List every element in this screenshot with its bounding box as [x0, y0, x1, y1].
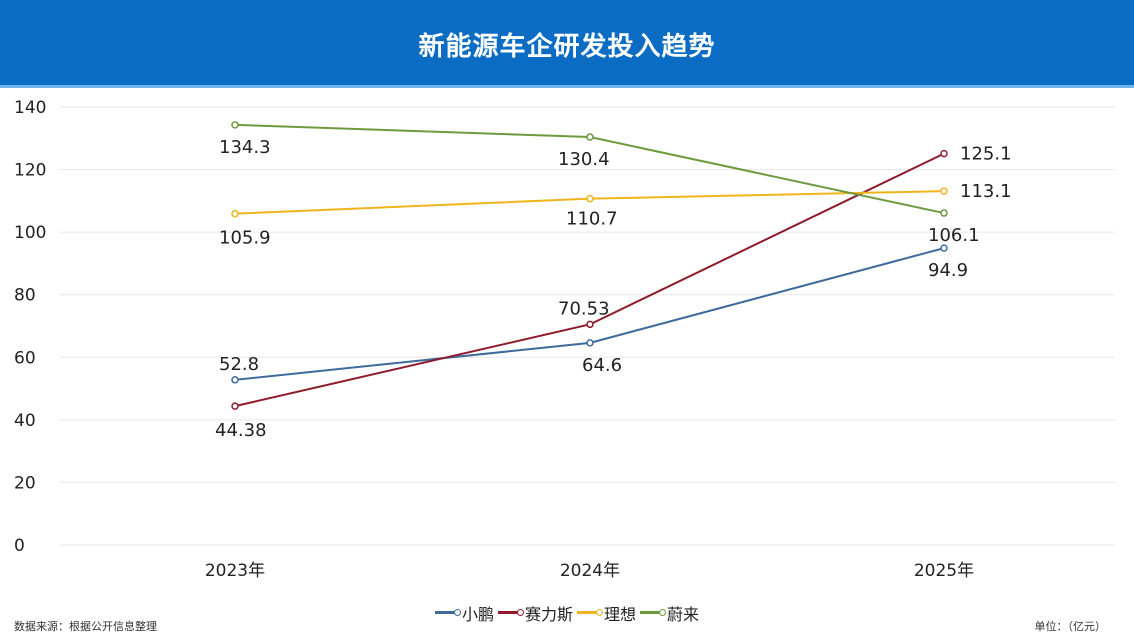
y-tick-label: 140 [14, 98, 46, 118]
legend: 小鹏 赛力斯 理想 蔚来 [0, 599, 1134, 625]
y-tick-label: 0 [14, 536, 25, 556]
legend-marker [434, 609, 461, 616]
data-point [231, 376, 239, 384]
data-point [231, 402, 239, 410]
legend-label: 理想 [604, 604, 637, 624]
y-tick-label: 60 [14, 348, 36, 368]
data-source: 数据来源：根据公开信息整理 [14, 620, 157, 633]
data-label: 125.1 [960, 144, 1012, 165]
data-point [231, 209, 239, 218]
legend-label: 小鹏 [461, 604, 494, 624]
data-label: 44.38 [215, 420, 267, 441]
data-point [940, 187, 948, 195]
y-tick-label: 80 [14, 286, 36, 306]
title-bar: 新能源车企研发投入趋势 [0, 0, 1134, 88]
data-label: 64.6 [582, 355, 622, 376]
data-label: 70.53 [558, 298, 610, 319]
data-point [940, 244, 948, 252]
x-tick-label: 2024年 [560, 561, 620, 581]
data-label: 134.3 [219, 137, 271, 158]
x-tick-label: 2025年 [914, 561, 974, 581]
data-point [940, 149, 948, 158]
data-label: 113.1 [960, 181, 1012, 202]
data-point [940, 209, 948, 217]
data-point [586, 194, 594, 203]
y-tick-label: 20 [14, 473, 36, 493]
unit-label: 单位：（亿元） [1034, 620, 1107, 633]
data-label: 105.9 [219, 228, 271, 249]
legend-marker [497, 609, 524, 616]
legend-label: 赛力斯 [524, 604, 573, 624]
legend-label: 蔚来 [667, 604, 700, 624]
y-tick-label: 120 [14, 161, 46, 181]
data-label: 52.8 [219, 354, 259, 375]
data-label: 130.4 [558, 149, 610, 170]
legend-item: 小鹏 [434, 601, 494, 625]
data-point [586, 339, 594, 347]
legend-item: 蔚来 [640, 601, 699, 625]
legend-marker [577, 609, 603, 616]
data-point [586, 320, 594, 329]
data-label: 94.9 [928, 260, 968, 281]
legend-item: 理想 [577, 601, 636, 625]
legend-marker [640, 609, 667, 616]
chart-title: 新能源车企研发投入趋势 [418, 32, 716, 62]
data-label: 110.7 [566, 209, 618, 230]
data-point [586, 133, 594, 141]
legend-item: 赛力斯 [497, 601, 573, 625]
data-label: 106.1 [928, 225, 980, 246]
data-point [231, 121, 239, 129]
y-tick-label: 100 [14, 223, 46, 243]
x-tick-label: 2023年 [205, 561, 265, 581]
y-tick-label: 40 [14, 411, 36, 431]
